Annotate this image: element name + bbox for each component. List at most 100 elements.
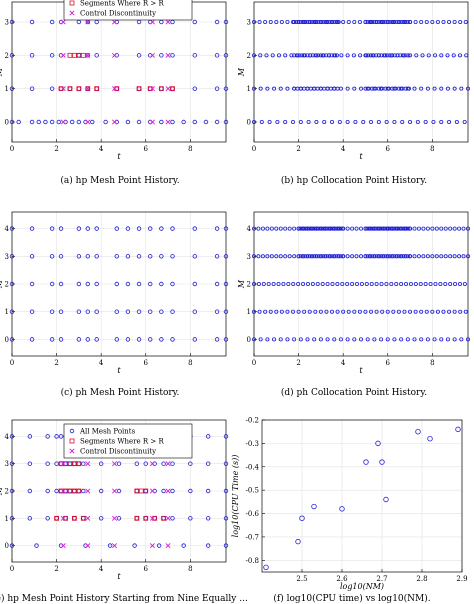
mesh-point: [365, 337, 370, 342]
mesh-point: [307, 309, 312, 314]
mesh-point: [314, 120, 319, 125]
mesh-point: [421, 254, 426, 259]
mesh-point: [325, 254, 330, 259]
mesh-point: [16, 119, 21, 125]
x-tick-label: 2.8: [416, 575, 427, 583]
mesh-point: [9, 254, 15, 259]
mesh-point: [310, 281, 315, 286]
mesh-point: [382, 53, 387, 58]
mesh-point: [305, 281, 310, 286]
control-marker: [60, 86, 66, 92]
mesh-point: [408, 19, 413, 24]
mesh-point: [391, 309, 396, 314]
mesh-point: [413, 309, 418, 314]
mesh-point: [367, 19, 372, 24]
mesh-point: [419, 19, 424, 24]
legend-e: All Mesh Points Segments Where R > R Contr…: [63, 423, 193, 459]
mesh-point: [336, 254, 341, 259]
mesh-point: [283, 53, 288, 58]
mesh-point: [363, 53, 368, 58]
mesh-point: [192, 337, 197, 342]
mesh-point: [125, 309, 131, 314]
mesh-point: [296, 309, 301, 314]
mesh-point: [114, 281, 119, 287]
mesh-point: [283, 226, 288, 231]
mesh-point: [376, 53, 381, 58]
y-tick-label: 3: [5, 460, 9, 468]
x-tick-label: 2: [54, 359, 58, 367]
mesh-point: [363, 254, 368, 259]
y-tick-label: 0: [5, 119, 9, 127]
y-tick-label: -0.5: [246, 487, 260, 495]
mesh-point: [29, 254, 35, 259]
mesh-point: [416, 226, 421, 231]
mesh-point: [325, 337, 330, 342]
mesh-point: [399, 281, 404, 286]
mesh-point: [339, 53, 344, 58]
mesh-point: [318, 254, 323, 259]
legend-a: Segments Where R > R Control Discontinuit…: [63, 0, 193, 21]
mesh-point: [58, 434, 64, 439]
mesh-point: [374, 281, 379, 286]
mesh-point: [103, 119, 108, 125]
mesh-point: [29, 53, 35, 58]
x-tick-label: 8: [188, 145, 192, 153]
mesh-point: [56, 119, 62, 125]
mesh-point: [346, 19, 351, 24]
mesh-point: [29, 19, 35, 25]
x-tick-label: 0: [252, 359, 256, 367]
mesh-point: [374, 309, 379, 314]
segment-marker: [76, 488, 82, 494]
mesh-point: [405, 254, 410, 259]
mesh-point: [58, 281, 64, 287]
y-axis-label: M: [0, 279, 4, 289]
mesh-point: [385, 254, 390, 259]
y-tick-label: 1: [5, 308, 9, 316]
control-marker: [112, 461, 118, 467]
mesh-point: [350, 281, 355, 286]
mesh-point: [274, 226, 279, 231]
x-tick-label: 2: [296, 359, 300, 367]
mesh-point: [205, 488, 211, 494]
segment-marker: [138, 488, 144, 494]
control-marker: [165, 52, 171, 58]
control-marker: [85, 119, 91, 125]
mesh-point: [383, 254, 388, 259]
mesh-point: [170, 461, 175, 466]
mesh-point: [390, 254, 395, 259]
mesh-point: [385, 337, 390, 342]
mesh-point: [223, 516, 229, 521]
mesh-point: [136, 281, 142, 287]
mesh-point: [45, 461, 50, 466]
mesh-point: [443, 226, 448, 231]
mesh-point: [346, 309, 351, 314]
y-axis-label: M: [237, 279, 246, 289]
mesh-point: [214, 86, 220, 91]
x-axis-label: t: [117, 366, 121, 375]
mesh-point: [292, 53, 297, 58]
control-marker: [60, 543, 66, 549]
mesh-point: [125, 254, 131, 259]
mesh-point: [405, 337, 410, 342]
mesh-point: [125, 226, 131, 231]
mesh-point: [414, 53, 419, 58]
mesh-point: [452, 337, 457, 342]
mesh-point: [324, 309, 329, 314]
mesh-point: [285, 19, 290, 24]
mesh-point: [361, 120, 366, 125]
control-marker: [149, 515, 155, 521]
control-marker: [165, 488, 171, 494]
control-marker: [85, 19, 91, 25]
mesh-point: [251, 120, 256, 125]
mesh-point: [305, 337, 310, 342]
mesh-point: [116, 516, 122, 521]
y-tick-label: 1: [247, 308, 251, 316]
mesh-point: [214, 226, 220, 231]
segment-marker: [76, 52, 82, 58]
mesh-point: [260, 254, 265, 259]
mesh-point: [387, 53, 392, 58]
segment-marker: [69, 0, 75, 6]
mesh-point: [334, 53, 339, 58]
mesh-point: [345, 281, 350, 286]
mesh-point: [148, 337, 153, 342]
